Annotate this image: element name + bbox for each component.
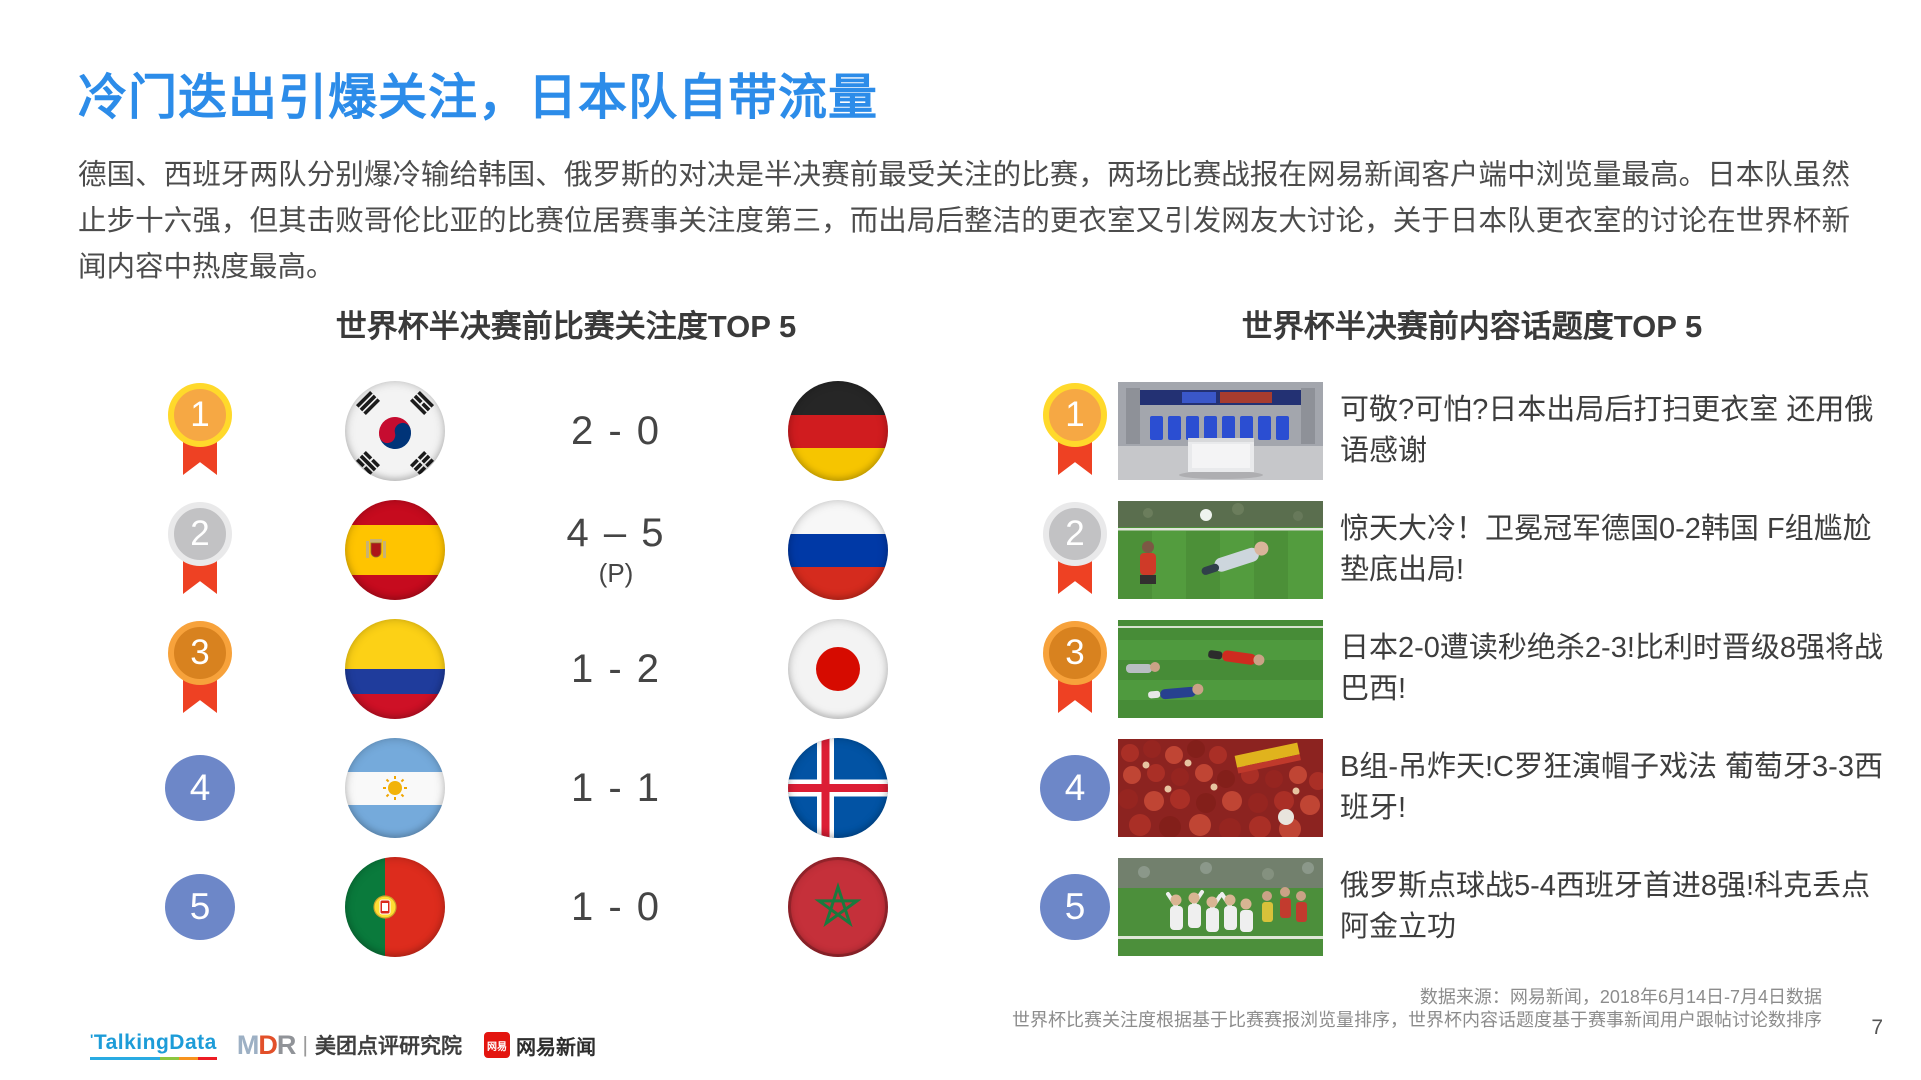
news-row-1: 1 可敬?可怕?日本出局后打扫更衣室 还用俄语感谢 [0,372,1921,490]
rank-badge: 2 [168,502,232,566]
page-title: 冷门迭出引爆关注，日本队自带流量 [78,71,879,125]
match-row-3: 3 1 - 2 [0,610,1921,728]
flag-argentina-icon [345,738,445,838]
news-headline: 日本2-0遭读秒绝杀2-3!比利时晋级8强将战巴西! [1340,632,1884,705]
score-box: 2 - 0 [536,372,696,490]
flag-iceland-icon [788,738,888,838]
page-number: 7 [1871,1016,1883,1039]
netease-news-logo-text: 网易新闻 [516,1036,597,1059]
mdr-logo: MDR [236,1029,296,1060]
bronze-medal-icon: 3 [168,621,232,719]
bronze-medal-icon: 3 [1043,621,1107,719]
footer-logos: 'TalkingData MDR | 美团点评研究院 网易 网易新闻 [90,1028,596,1062]
thumbnail-goalkeeper-save [1118,501,1323,599]
gold-medal-icon: 1 [168,383,232,481]
left-panel-title: 世界杯半决赛前比赛关注度TOP 5 [335,309,797,344]
news-headline: B组-吊炸天!C罗狂演帽子戏法 葡萄牙3-3西班牙! [1340,751,1883,824]
data-source-note: 数据来源：网易新闻，2018年6月14日-7月4日数据 世界杯比赛关注度根据基于… [1012,986,1822,1032]
netease-logo-icon: 网易 [484,1032,511,1058]
flag-morocco-icon [788,857,888,957]
flag-germany-icon [788,381,888,481]
rank-badge: 3 [1043,621,1107,685]
match-score: 1 - 1 [570,765,662,810]
rank-circle: 5 [165,874,235,940]
match-score: 2 - 0 [570,408,662,453]
penalty-note: (P) [598,558,634,588]
rank-circle: 5 [1040,874,1110,940]
flag-colombia-icon [345,619,445,719]
match-row-1: 1 2 - 0 [0,372,1921,490]
match-row-2: 2 4 – 5 (P) [0,491,1921,609]
rank-badge: 1 [168,383,232,447]
score-box: 1 - 0 [536,848,696,966]
rank-badge: 2 [1043,502,1107,566]
rank-circle: 4 [1040,755,1110,821]
flag-japan-icon [788,619,888,719]
right-panel-title: 世界杯半决赛前内容话题度TOP 5 [1241,309,1703,344]
thumbnail-fans-crowd [1118,739,1323,837]
thumbnail-team-celebration [1118,858,1323,956]
source-line-1: 数据来源：网易新闻，2018年6月14日-7月4日数据 [1419,987,1822,1007]
flag-south-korea-icon [345,381,445,481]
thumbnail-japan-locker-room [1118,382,1323,480]
match-score: 1 - 2 [570,646,662,691]
silver-medal-icon: 2 [1043,502,1107,600]
rank-circle: 4 [165,755,235,821]
thumbnail-players-on-pitch [1118,620,1323,718]
score-box: 1 - 1 [536,729,696,847]
flag-portugal-icon [345,857,445,957]
gold-medal-icon: 1 [1043,383,1107,481]
talkingdata-logo-mark: ' [90,1030,94,1047]
match-row-5: 5 1 - 0 [0,848,1921,966]
talkingdata-logo-text: 'TalkingData [90,1030,217,1054]
news-row-2: 2 惊天大冷！卫冕冠军德国0-2韩国 F组尴尬垫底出局! [0,491,1921,609]
source-line-2: 世界杯比赛关注度根据基于比赛赛报浏览量排序，世界杯内容话题度基于赛事新闻用户跟帖… [1012,1010,1822,1030]
score-box: 1 - 2 [536,610,696,728]
flag-spain-icon [345,500,445,600]
talkingdata-logo: 'TalkingData [90,1031,217,1060]
silver-medal-icon: 2 [168,502,232,600]
intro-paragraph: 德国、西班牙两队分别爆冷输给韩国、俄罗斯的对决是半决赛前最受关注的比赛，两场比赛… [78,159,1850,283]
news-row-5: 5 俄罗斯点球战5-4西班牙首进8强!科克丢点阿金立功 [0,848,1921,966]
logo-divider: | [302,1032,309,1057]
news-headline: 俄罗斯点球战5-4西班牙首进8强!科克丢点阿金立功 [1340,870,1871,943]
rank-badge: 1 [1043,383,1107,447]
score-box: 4 – 5 (P) [536,491,696,609]
match-score: 1 - 0 [570,884,662,929]
meituan-research-logo-text: 美团点评研究院 [315,1035,463,1058]
talkingdata-logo-bar [90,1056,217,1060]
rank-badge: 3 [168,621,232,685]
news-headline: 惊天大冷！卫冕冠军德国0-2韩国 F组尴尬垫底出局! [1340,513,1872,586]
news-row-4: 4 B组-吊炸天!C罗狂演帽子戏法 葡萄牙3-3西班牙! [0,729,1921,847]
news-row-3: 3 日本2-0遭读秒绝杀2-3!比利时晋级8强将战巴西! [0,610,1921,728]
flag-russia-icon [788,500,888,600]
match-score: 4 – 5 [566,511,666,555]
match-row-4: 4 1 - 1 [0,729,1921,847]
news-headline: 可敬?可怕?日本出局后打扫更衣室 还用俄语感谢 [1340,394,1874,467]
